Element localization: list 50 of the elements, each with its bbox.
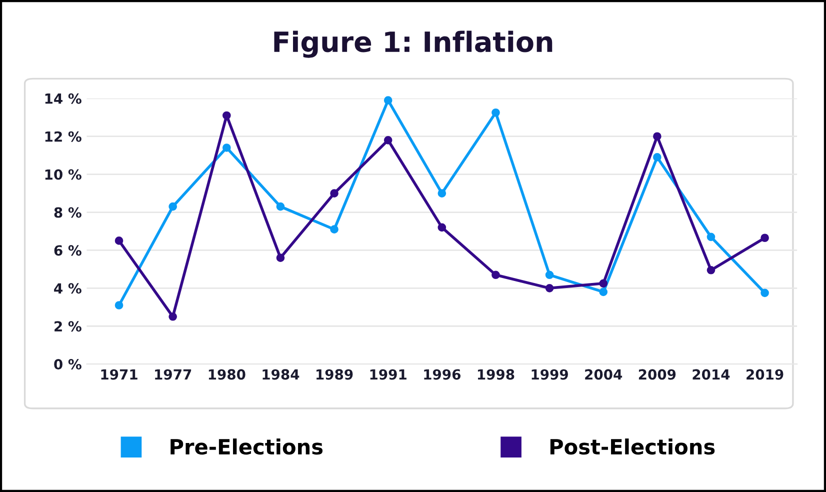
x-tick-label: 1977 [155,369,192,380]
y-tick-label: 4 % [54,283,82,294]
point [222,111,231,120]
y-tick-label: 2 % [54,321,82,332]
point [276,254,285,262]
x-tick-label: 1998 [478,369,514,380]
y-tick-label: 6 % [54,245,82,256]
point [760,234,769,242]
point [384,136,392,144]
x-tick-label: 1989 [316,369,353,380]
point [706,266,716,274]
point [653,132,662,141]
y-tick-label: 8 % [54,207,82,218]
point [384,96,392,104]
y-tick-label: 10 % [45,169,82,180]
point [222,144,231,152]
point [114,236,124,245]
point [545,284,554,292]
legend-label: Post-Elections [550,438,715,455]
y-tick-label: 0 % [54,359,82,370]
point [168,202,177,211]
point [492,270,500,280]
y-tick-label: 12 % [45,131,82,142]
legend-label: Pre-Elections [170,438,323,455]
x-tick-label: 2019 [746,369,784,380]
x-tick-label: 1991 [370,369,406,380]
point [276,202,285,211]
chart-title: Figure 1: Inflation [274,30,552,58]
point [438,223,446,232]
point [599,288,608,296]
x-tick-label: 2014 [692,369,730,380]
x-tick-label: 2004 [585,369,622,380]
x-tick-label: 1980 [208,369,246,380]
point [760,288,769,298]
point [330,225,338,234]
point [168,312,177,321]
x-tick-label: 1971 [101,369,138,380]
x-tick-label: 1999 [532,369,568,380]
point [706,232,716,242]
point [653,153,662,162]
point [492,108,500,117]
point [330,189,338,198]
point [114,301,124,310]
x-tick-label: 2009 [638,369,676,380]
y-tick-label: 14 % [45,93,82,104]
point [545,270,554,280]
point [438,189,446,198]
x-tick-label: 1984 [262,369,300,380]
point [599,279,608,288]
x-tick-label: 1996 [424,369,460,380]
